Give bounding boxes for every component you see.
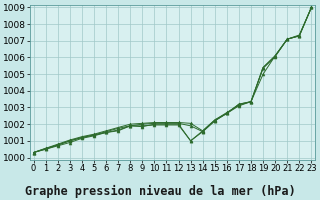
Text: Graphe pression niveau de la mer (hPa): Graphe pression niveau de la mer (hPa) [25,185,295,198]
